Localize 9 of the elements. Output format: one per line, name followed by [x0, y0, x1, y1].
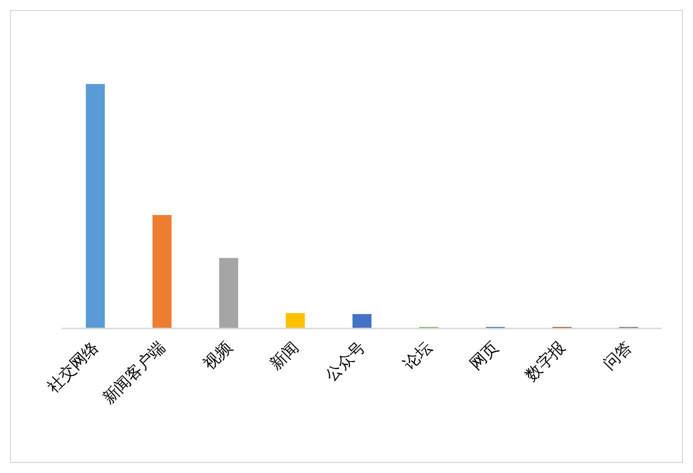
x-tick-label: 社交网络 [44, 338, 102, 396]
x-tick-label: 数字报 [522, 338, 569, 385]
x-tick-label: 问答 [600, 338, 636, 374]
x-tick-label: 新闻客户端 [100, 338, 169, 408]
x-tick-label: 论坛 [400, 338, 436, 374]
x-tick-label: 公众号 [322, 338, 369, 385]
x-tick-label: 网页 [468, 338, 502, 374]
x-tick-label: 新闻 [266, 338, 302, 374]
x-tick-label: 视频 [200, 338, 236, 374]
